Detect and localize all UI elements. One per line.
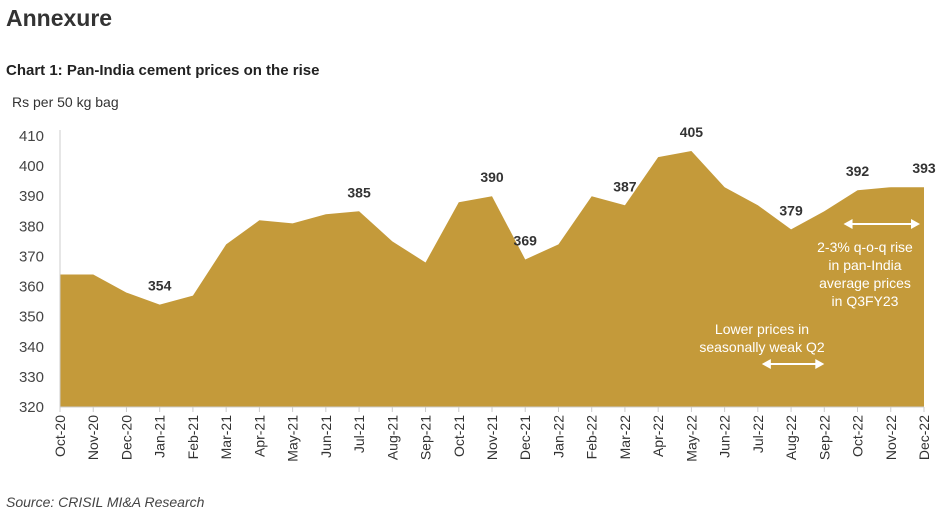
x-tick-label: Aug-22	[783, 415, 799, 460]
x-tick-label: Feb-22	[584, 415, 600, 460]
data-label: 393	[912, 160, 936, 176]
data-label: 390	[480, 169, 504, 185]
y-tick-label: 330	[19, 369, 44, 386]
y-tick-label: 390	[19, 188, 44, 205]
chart-title: Chart 1: Pan-India cement prices on the …	[6, 62, 320, 79]
arrow-head-left-icon	[761, 359, 771, 369]
page-heading: Annexure	[6, 5, 113, 31]
y-tick-label: 410	[19, 128, 44, 145]
y-tick-label: 350	[19, 309, 44, 326]
x-tick-label: Aug-21	[384, 415, 400, 460]
x-tick-label: Mar-21	[218, 415, 234, 460]
y-tick-label: 400	[19, 158, 44, 175]
x-tick-label: Jul-22	[750, 415, 766, 453]
x-tick-label: May-21	[285, 415, 301, 462]
x-tick-label: Sep-22	[816, 415, 832, 460]
x-tick-label: Jun-21	[318, 415, 334, 458]
area-series	[60, 151, 924, 407]
annotation-text: average prices	[819, 275, 911, 291]
y-axis-label: Rs per 50 kg bag	[12, 94, 119, 110]
annotation-text: in pan-India	[828, 257, 901, 273]
x-tick-label: Oct-20	[52, 415, 68, 457]
y-tick-label: 340	[19, 339, 44, 356]
data-label: 405	[680, 124, 704, 140]
y-tick-label: 380	[19, 218, 44, 235]
x-tick-label: Nov-20	[85, 415, 101, 460]
data-label: 379	[779, 202, 803, 218]
arrow-head-right-icon	[815, 359, 825, 369]
x-tick-label: Jul-21	[351, 415, 367, 453]
x-tick-label: Dec-22	[916, 415, 932, 460]
x-tick-label: Feb-21	[185, 415, 201, 460]
x-tick-label: Mar-22	[617, 415, 633, 460]
x-tick-label: Apr-22	[650, 415, 666, 457]
data-label: 369	[514, 232, 538, 248]
x-tick-label: Oct-22	[850, 415, 866, 457]
annotation-text: 2-3% q-o-q rise	[817, 239, 913, 255]
y-tick-label: 360	[19, 279, 44, 296]
data-label: 387	[613, 178, 637, 194]
annotation-text: Lower prices in	[715, 321, 809, 337]
data-label: 385	[347, 184, 371, 200]
x-tick-label: Jan-21	[152, 415, 168, 458]
x-tick-label: Oct-21	[451, 415, 467, 457]
source-note: Source: CRISIL MI&A Research	[6, 494, 205, 510]
x-tick-label: Jan-22	[550, 415, 566, 458]
data-label: 392	[846, 163, 870, 179]
x-tick-label: Nov-21	[484, 415, 500, 460]
x-tick-label: Sep-21	[418, 415, 434, 460]
chart: 320 330 340 350 360 370 380 390 400 410 Oct-20 Nov-…	[19, 124, 936, 462]
x-tick-label: Jun-22	[717, 415, 733, 458]
data-label: 354	[148, 278, 172, 294]
y-tick-label: 370	[19, 248, 44, 265]
x-tick-label: Dec-20	[118, 415, 134, 460]
x-tick-label: Dec-21	[517, 415, 533, 460]
annotation-text: in Q3FY23	[832, 293, 899, 309]
y-tick-label: 320	[19, 399, 44, 416]
annotation-text: seasonally weak Q2	[699, 339, 825, 355]
arrow-head-right-icon	[911, 219, 920, 229]
x-tick-label: May-22	[683, 415, 699, 462]
arrow-head-left-icon	[843, 219, 853, 229]
x-tick-label: Nov-22	[883, 415, 899, 460]
x-tick-label: Apr-21	[251, 415, 267, 457]
